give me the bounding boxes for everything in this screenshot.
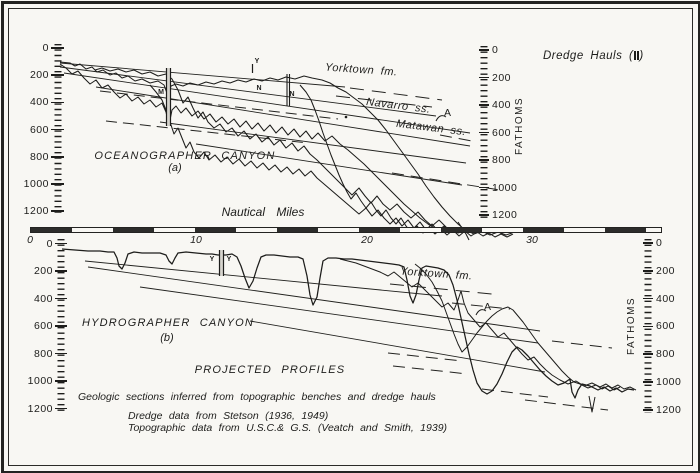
fathom-major-tick <box>643 381 653 383</box>
dredge-haul-bars-icon <box>633 50 639 62</box>
nautical-miles-scale-bar <box>30 227 662 233</box>
fathom-tick-label: 400 <box>656 292 676 305</box>
caption-line-1: Geologic sections inferred from topograp… <box>78 391 436 403</box>
fathom-tick-label: 1000 <box>23 178 49 190</box>
fathom-major-tick <box>643 409 653 411</box>
fathom-major-tick <box>51 74 64 76</box>
panel-a-marker-a: A <box>444 107 452 119</box>
fathom-tick-label: 0 <box>656 237 663 249</box>
panel-a-title: OCEANOGRAPHER CANYON <box>94 150 276 162</box>
fathom-major-tick <box>643 242 653 244</box>
fathom-major-tick <box>55 380 67 382</box>
fathom-major-tick <box>479 186 489 189</box>
panel-a-tag: (a) <box>168 162 182 174</box>
fathom-major-tick <box>51 128 64 131</box>
panel-a-dashed-contacts <box>99 87 501 191</box>
fathom-tick-label: 400 <box>29 96 49 109</box>
fathom-tick-label: 600 <box>656 320 676 333</box>
dredge-haul-letter: Y <box>209 256 215 263</box>
nautical-mile-tick-label: 0 <box>27 234 33 246</box>
fathom-major-tick <box>55 325 67 327</box>
fathom-major-tick <box>51 156 64 158</box>
fathom-tick-label: 600 <box>33 320 53 332</box>
fathom-major-tick <box>479 214 489 216</box>
fathom-major-tick <box>643 353 653 355</box>
fathom-major-tick <box>479 131 489 134</box>
fathom-major-tick <box>479 76 489 79</box>
fathom-tick-label: 400 <box>492 99 512 111</box>
fathom-major-tick <box>51 183 64 185</box>
nautical-mile-tick-label: 30 <box>526 234 538 246</box>
fathom-tick-label: 1000 <box>27 375 53 387</box>
fathom-major-tick <box>51 47 64 49</box>
fathom-major-tick <box>55 297 67 300</box>
legend-paren-open: ( <box>629 50 634 62</box>
fathom-tick-label: 0 <box>492 44 499 56</box>
fathom-major-tick <box>55 242 67 245</box>
dredge-haul-letter: Y <box>254 58 260 65</box>
caption-line-3: Topographic data from U.S.C.& G.S. (Veat… <box>128 422 448 434</box>
fathoms-axis-label-b: FATHOMS <box>626 296 637 355</box>
fathom-tick-label: 1200 <box>492 209 518 221</box>
panel-a-marker-arrow <box>435 115 447 122</box>
fathom-major-tick <box>479 104 489 106</box>
dredge-hauls-legend-label: Dredge Hauls <box>543 50 623 62</box>
fathom-minor-tick-ladders <box>54 44 652 413</box>
nautical-mile-tick-label: 20 <box>361 234 373 246</box>
projected-profiles-caption: PROJECTED PROFILES <box>194 364 346 376</box>
fathom-tick-label: 200 <box>33 265 53 277</box>
fathom-major-tick <box>55 352 67 355</box>
fathom-major-tick <box>643 270 653 272</box>
fathom-tick-label: 1200 <box>656 403 682 416</box>
dredge-haul-letter: N <box>256 85 262 92</box>
panel-a-dot <box>344 115 348 119</box>
fathom-major-tick <box>643 325 653 328</box>
dredge-haul-letter: M <box>158 89 164 96</box>
panel-b-contact-lines <box>84 260 546 373</box>
nautical-mile-tick-label: 10 <box>190 234 202 246</box>
dredge-hauls-legend: Dredge Hauls () <box>543 50 644 62</box>
panel-b-tag: (b) <box>160 332 174 344</box>
fathom-major-tick <box>55 270 67 272</box>
panel-a-dredge-haul-bars <box>165 64 291 126</box>
fathom-tick-label: 800 <box>656 348 676 361</box>
legend-paren-close: ) <box>639 50 644 62</box>
fathom-tick-label: 800 <box>33 347 53 360</box>
fathom-tick-label: 0 <box>46 237 53 250</box>
panel-a-contact-lines <box>59 62 471 186</box>
dredge-haul-letter: Y <box>226 256 232 263</box>
panel-b-title: HYDROGRAPHER CANYON <box>81 317 255 329</box>
fathom-tick-label: 600 <box>492 126 512 139</box>
dredge-haul-letter: N <box>289 91 295 98</box>
fathom-tick-label: 400 <box>33 292 53 305</box>
fathom-tick-label: 200 <box>492 71 512 84</box>
fathom-tick-label: 1000 <box>656 376 682 388</box>
fathom-tick-label: 200 <box>29 69 49 82</box>
x-axis-title: Nautical Miles <box>221 205 305 219</box>
panel-b-marker-a: A <box>484 301 492 313</box>
panel-b-marker-arrow <box>475 309 487 316</box>
fathom-tick-label: 200 <box>656 264 676 277</box>
fathom-major-tick <box>479 49 489 51</box>
panel-b-profiles <box>61 248 637 413</box>
fathom-major-tick <box>51 210 64 212</box>
fathom-tick-label: 800 <box>492 154 512 166</box>
fathom-major-tick <box>51 101 64 104</box>
fathom-tick-label: 600 <box>29 123 49 136</box>
fathom-tick-label: 0 <box>42 42 49 54</box>
fathom-major-tick <box>643 297 653 300</box>
fathom-tick-label: 1000 <box>492 181 518 194</box>
fathom-tick-label: 800 <box>29 150 49 163</box>
fathom-tick-label: 1200 <box>27 402 53 415</box>
fathom-major-tick <box>55 407 67 410</box>
fathom-major-tick <box>479 159 489 161</box>
panel-b-dredge-haul-bars <box>218 250 225 276</box>
fathom-tick-label: 1200 <box>23 205 49 218</box>
caption-line-2: Dredge data from Stetson (1936, 1949) <box>128 410 329 422</box>
figure-border-inner <box>8 8 693 466</box>
